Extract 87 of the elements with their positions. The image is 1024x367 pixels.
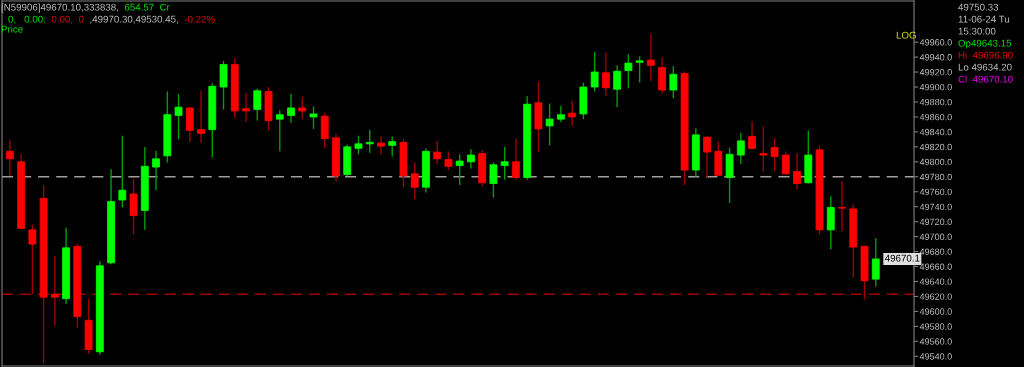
candlestick [748,121,756,150]
y-tick-label: 49960.0 [919,39,952,46]
candlestick [838,181,846,232]
candlestick [197,90,205,144]
candlestick [388,136,397,157]
candlestick [365,129,374,153]
candlestick [669,66,678,99]
text: 49750.33 [958,3,999,11]
y-tick-label: 49560.0 [919,338,952,345]
y-tick-label: 49780.0 [919,173,952,181]
y-tick-label: 49840.0 [919,128,952,136]
candlestick [242,93,250,123]
candlestick [826,196,835,250]
candlestick [871,238,880,287]
candlestick [703,136,711,179]
candlestick [793,152,801,190]
candlestick [725,147,734,203]
candlestick [320,113,329,149]
y-tick-label: 49660.0 [919,263,952,270]
annotation: 0.00, [51,15,73,24]
y-tick-label: 49540.0 [919,353,952,360]
text: Hi 49696.90 [958,51,1013,59]
y-tick-label: 49600.0 [919,308,952,315]
y-tick-label: 49880.0 [919,98,952,106]
text: 15:30:00 [958,27,996,35]
annotation: Price [1,25,23,33]
text: Op49643.15 [958,39,1012,49]
candlestick [309,106,318,129]
text: 11-06-24 Tu [958,15,1010,23]
candlestick [152,150,160,191]
candlestick [658,57,667,94]
candlestick [287,93,295,123]
y-tick-label: 49580.0 [919,323,952,330]
annotation: 654.57 Cr [124,3,170,11]
candlestick [174,93,183,140]
candlestick [624,54,633,89]
y-tick-label: 49920.0 [919,69,952,76]
candlestick [568,100,577,126]
candlestick [5,140,14,176]
y-tick-label: 49760.0 [919,188,952,196]
candlestick [118,135,127,208]
y-tick-label: 49680.0 [919,248,952,255]
candlestick [455,154,464,185]
candlestick [613,65,622,108]
candlestick [275,110,284,152]
y-tick-label: 49900.0 [919,83,952,91]
candlestick [590,51,599,92]
candlestick [410,162,419,200]
candlestick [601,52,610,96]
candlestick [714,141,723,176]
candlestick [253,88,262,121]
y-tick-label: 49940.0 [919,54,952,61]
candlestick [219,60,228,110]
candlestick [433,140,442,165]
y-tick-label: 49700.0 [919,233,952,240]
candlestick [500,146,509,180]
annotation: ,49970.30,49530.45, [90,15,178,24]
candlestick [512,138,520,180]
annotation: 0, 0.00: [8,15,45,24]
candlestick [545,103,554,146]
text: 49670.1 [884,254,920,262]
candlestick [770,137,779,171]
text: Lo 49634.20 [958,63,1012,71]
candlestick [28,224,37,295]
y-tick-label: 49820.0 [919,143,952,151]
y-tick-label: 49800.0 [919,158,952,166]
text: Cl 49670.10 [958,75,1013,83]
y-tick-label: 49620.0 [919,293,952,300]
candlestick [781,151,790,175]
annotation: 0 [78,15,84,23]
text: LOG [896,31,916,39]
y-tick-label: 49860.0 [919,113,952,121]
y-tick-label: 49640.0 [919,278,952,285]
y-tick-label: 49720.0 [919,218,952,226]
candlestick [185,107,194,143]
candlestick [556,105,565,123]
y-tick-label: 49740.0 [919,203,952,211]
candlestick [635,56,644,83]
annotation: -0.22% [184,15,215,23]
candlestick [377,136,385,155]
candlestick [489,162,498,198]
annotation: [N59906]49670.10,333838, [1,3,118,13]
candlestick [759,126,768,172]
candlestick [646,33,655,81]
candlestick [736,132,745,165]
candlestick [129,179,138,235]
candlestick [298,96,307,120]
